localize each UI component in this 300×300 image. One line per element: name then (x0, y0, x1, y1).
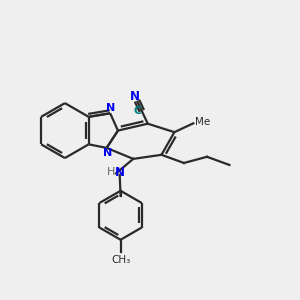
Text: Me: Me (195, 117, 210, 128)
Text: C: C (134, 106, 142, 116)
Text: N: N (115, 166, 125, 178)
Text: N: N (103, 148, 112, 158)
Text: N: N (106, 103, 115, 113)
Text: CH₃: CH₃ (111, 255, 130, 265)
Text: N: N (130, 90, 140, 103)
Text: H: H (106, 167, 115, 177)
